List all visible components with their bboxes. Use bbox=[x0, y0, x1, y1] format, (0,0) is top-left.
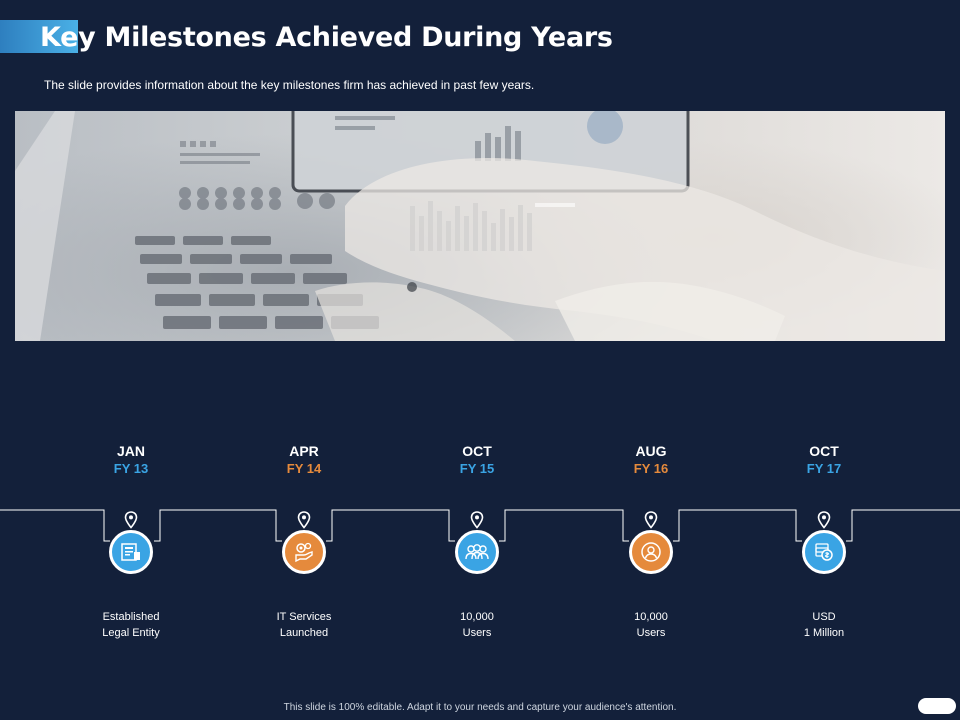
milestone-3-header: OCT FY 15 bbox=[407, 442, 547, 478]
milestone-desc-line: 1 Million bbox=[803, 627, 845, 639]
slide-subtitle: The slide provides information about the… bbox=[44, 78, 535, 92]
milestone-4-icon-circle bbox=[629, 530, 673, 574]
milestone-desc-line: IT Services bbox=[276, 611, 332, 623]
money-icon bbox=[815, 543, 833, 561]
milestone-desc-line: Users bbox=[462, 627, 492, 639]
milestone-5-icon-circle bbox=[802, 530, 846, 574]
users-group-icon bbox=[465, 544, 489, 560]
milestone-desc-line: USD bbox=[812, 611, 836, 623]
location-pin-icon bbox=[297, 511, 311, 529]
milestone-3-description: 10,000 Users bbox=[407, 609, 547, 641]
milestone-month: JAN bbox=[116, 443, 145, 459]
milestone-1-description: Established Legal Entity bbox=[61, 609, 201, 641]
location-pin-icon bbox=[817, 511, 831, 529]
milestone-1-header: JAN FY 13 bbox=[61, 442, 201, 478]
milestone-2-icon-circle bbox=[282, 530, 326, 574]
milestone-5-header: OCT FY 17 bbox=[754, 442, 894, 478]
gear-hand-icon bbox=[295, 542, 313, 563]
banner-image bbox=[15, 111, 945, 341]
milestone-fiscal-year: FY 13 bbox=[113, 461, 149, 476]
milestone-fiscal-year: FY 15 bbox=[459, 461, 495, 476]
milestone-5-description: USD 1 Million bbox=[754, 609, 894, 641]
location-pin-icon bbox=[470, 511, 484, 529]
milestone-4-description: 10,000 Users bbox=[581, 609, 721, 641]
milestone-month: OCT bbox=[809, 443, 839, 459]
milestone-desc-line: 10,000 bbox=[634, 611, 668, 623]
slide-title: Key Milestones Achieved During Years bbox=[40, 22, 613, 53]
milestone-desc-line: Legal Entity bbox=[102, 627, 160, 639]
location-pin-icon bbox=[124, 511, 138, 529]
milestone-month: OCT bbox=[462, 443, 492, 459]
laptop-hands-illustration bbox=[15, 111, 945, 341]
legal-document-icon bbox=[121, 543, 140, 561]
user-circle-icon bbox=[641, 542, 661, 562]
milestone-month: AUG bbox=[635, 443, 667, 459]
milestone-fiscal-year: FY 14 bbox=[286, 461, 322, 476]
milestone-desc-line: Users bbox=[636, 627, 666, 639]
milestone-2-header: APR FY 14 bbox=[234, 442, 374, 478]
milestone-2-description: IT Services Launched bbox=[234, 609, 374, 641]
title-accent-bar bbox=[0, 20, 78, 53]
milestone-3-icon-circle bbox=[455, 530, 499, 574]
milestone-desc-line: Launched bbox=[279, 627, 329, 639]
footer-note: This slide is 100% editable. Adapt it to… bbox=[283, 702, 677, 713]
milestone-desc-line: Established bbox=[102, 611, 160, 623]
slide-nav-pill[interactable] bbox=[918, 698, 956, 714]
milestone-month: APR bbox=[289, 443, 319, 459]
milestone-fiscal-year: FY 16 bbox=[633, 461, 669, 476]
milestone-4-header: AUG FY 16 bbox=[581, 442, 721, 478]
location-pin-icon bbox=[644, 511, 658, 529]
milestone-1-icon-circle bbox=[109, 530, 153, 574]
milestone-desc-line: 10,000 bbox=[460, 611, 494, 623]
milestone-fiscal-year: FY 17 bbox=[806, 461, 842, 476]
